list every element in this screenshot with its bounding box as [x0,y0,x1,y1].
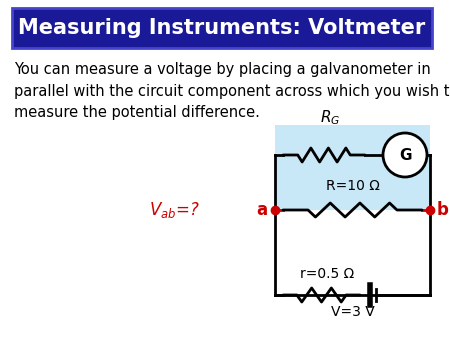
Circle shape [383,133,427,177]
Text: G: G [399,147,411,163]
Text: r=0.5 Ω: r=0.5 Ω [300,267,354,281]
Text: a: a [256,201,268,219]
Text: b: b [437,201,449,219]
FancyBboxPatch shape [12,8,432,48]
Text: Measuring Instruments: Voltmeter: Measuring Instruments: Voltmeter [18,18,426,38]
Text: You can measure a voltage by placing a galvanometer in
parallel with the circuit: You can measure a voltage by placing a g… [14,62,450,120]
Text: $R_G$: $R_G$ [320,108,340,127]
Text: R=10 Ω: R=10 Ω [325,179,379,193]
Text: V=3 V: V=3 V [331,305,374,319]
Text: $V_{ab}$=?: $V_{ab}$=? [149,200,200,220]
FancyBboxPatch shape [275,125,430,210]
